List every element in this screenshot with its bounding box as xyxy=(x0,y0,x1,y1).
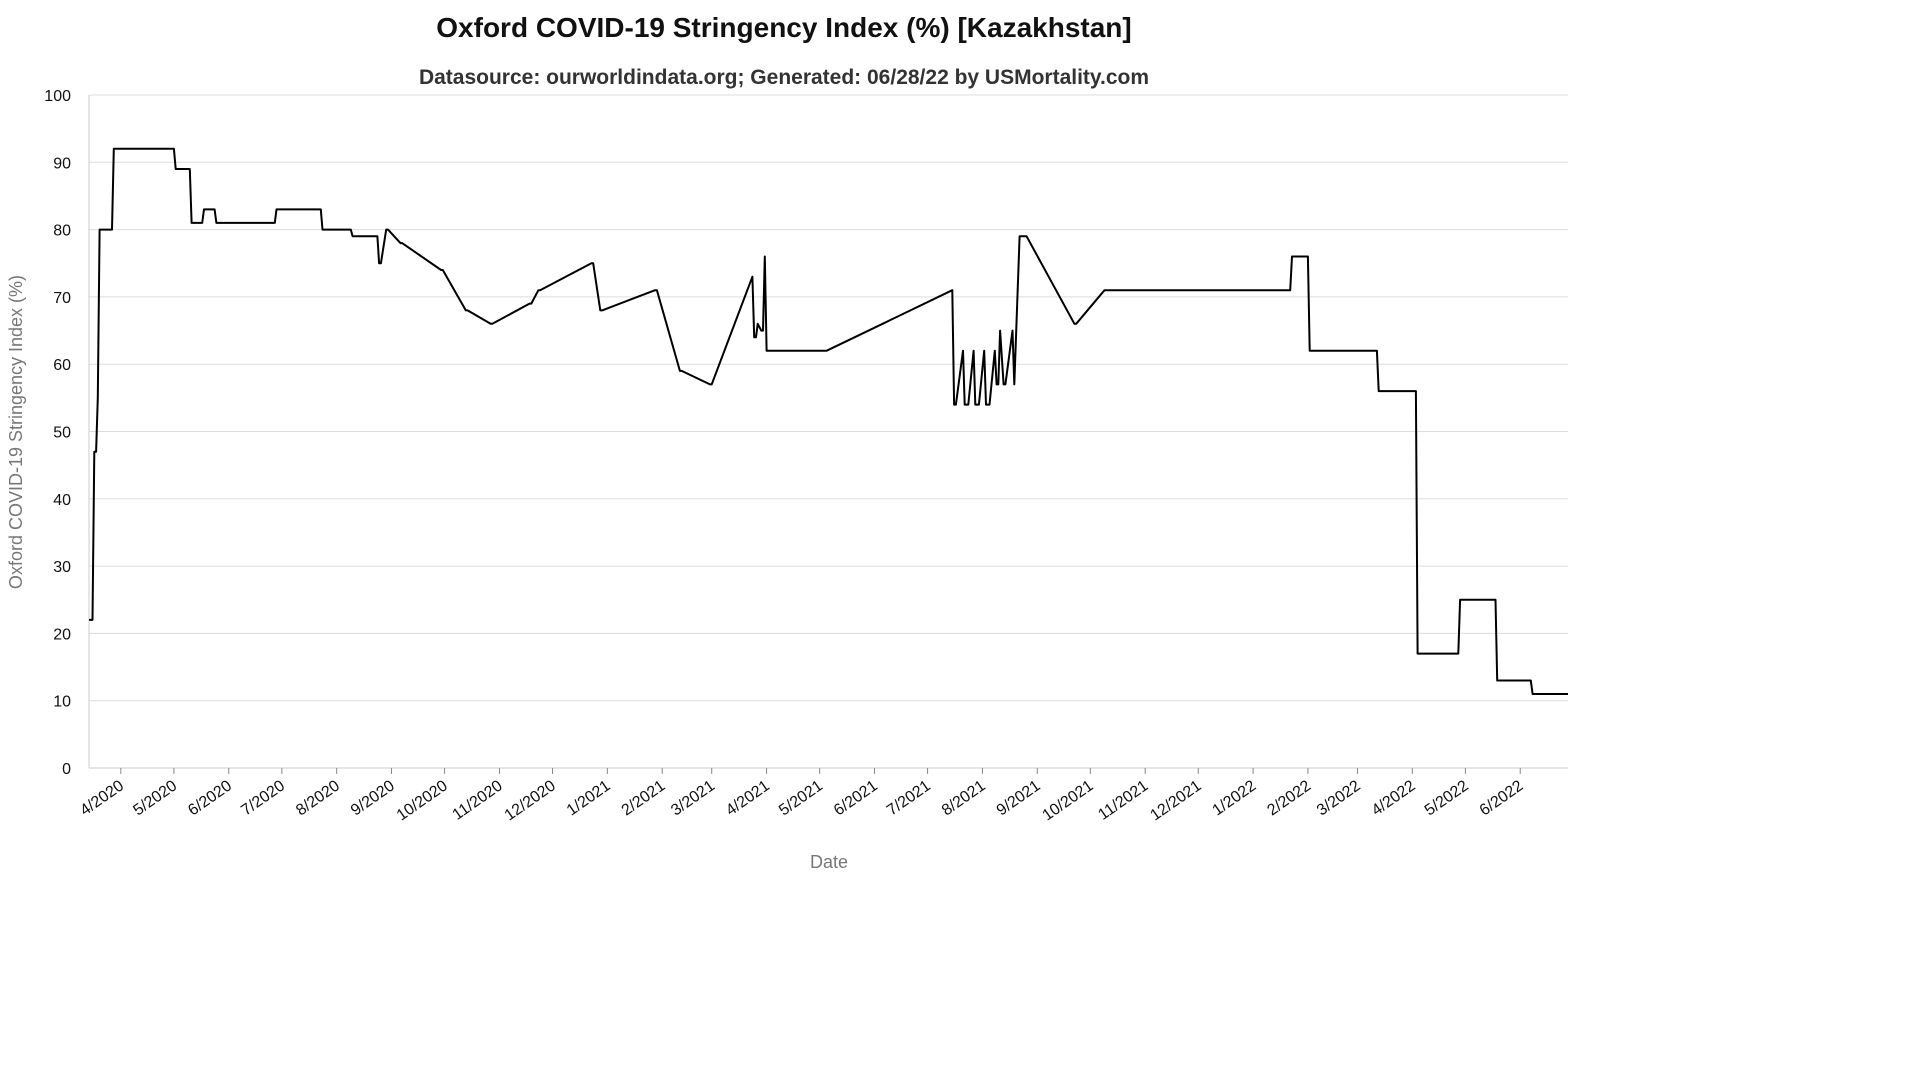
x-tick-label: 4/2020 xyxy=(77,777,127,819)
series-lines xyxy=(89,147,1568,695)
x-tick-label: 11/2020 xyxy=(450,777,506,823)
x-tick-label: 1/2021 xyxy=(564,777,614,819)
x-tick-label: 6/2021 xyxy=(831,777,881,819)
y-tick-label: 90 xyxy=(53,155,71,172)
x-tick-label: 2/2021 xyxy=(619,777,669,819)
x-tick-label: 6/2020 xyxy=(185,777,235,819)
y-tick-label: 50 xyxy=(53,425,71,442)
y-tick-label: 10 xyxy=(53,694,71,711)
y-axis-label: Oxford COVID-19 Stringency Index (%) xyxy=(6,275,26,589)
x-tick-label: 8/2021 xyxy=(939,777,989,819)
y-tick-label: 0 xyxy=(62,761,71,778)
x-tick-label: 10/2021 xyxy=(1039,777,1096,824)
x-tick-label: 12/2020 xyxy=(502,777,559,824)
x-tick-label: 1/2022 xyxy=(1210,777,1260,819)
x-tick-label: 10/2020 xyxy=(394,777,451,824)
x-tick-label: 2/2022 xyxy=(1264,777,1314,819)
x-tick-label: 5/2020 xyxy=(130,777,180,819)
y-axis: 0 10 20 30 40 50 60 70 80 90 100 xyxy=(44,88,90,778)
y-tick-label: 100 xyxy=(44,88,71,105)
x-tick-label: 9/2021 xyxy=(994,777,1044,819)
chart-subtitle: Datasource: ourworldindata.org; Generate… xyxy=(418,66,1150,89)
series-line xyxy=(89,147,1568,695)
x-tick-label: 11/2021 xyxy=(1095,777,1151,823)
chart-title: Oxford COVID-19 Stringency Index (%) [Ka… xyxy=(436,12,1132,43)
x-tick-label: 9/2020 xyxy=(348,777,398,819)
y-tick-label: 40 xyxy=(53,492,71,509)
y-tick-label: 20 xyxy=(53,626,71,643)
x-tick-label: 7/2020 xyxy=(238,777,288,819)
y-tick-label: 70 xyxy=(53,290,71,307)
x-tick-label: 4/2021 xyxy=(723,777,773,819)
x-tick-label: 5/2021 xyxy=(776,777,826,819)
x-tick-label: 3/2021 xyxy=(668,777,718,819)
x-tick-label: 5/2022 xyxy=(1422,777,1472,819)
x-axis-label: Date xyxy=(810,852,848,872)
x-tick-label: 4/2022 xyxy=(1369,777,1419,819)
x-tick-label: 8/2020 xyxy=(293,777,343,819)
grid-lines xyxy=(89,94,1568,769)
y-tick-label: 60 xyxy=(53,357,71,374)
x-tick-label: 3/2022 xyxy=(1314,777,1364,819)
x-tick-label: 7/2021 xyxy=(884,777,934,819)
y-tick-label: 80 xyxy=(53,223,71,240)
x-tick-label: 12/2021 xyxy=(1147,777,1204,824)
x-tick-label: 6/2022 xyxy=(1477,777,1527,819)
x-axis: 4/2020 5/2020 6/2020 7/2020 8/2020 9/202010/2… xyxy=(77,767,1568,824)
y-tick-label: 30 xyxy=(53,559,71,576)
chart-container: Oxford COVID-19 Stringency Index (%) [Ka… xyxy=(6,12,1568,872)
